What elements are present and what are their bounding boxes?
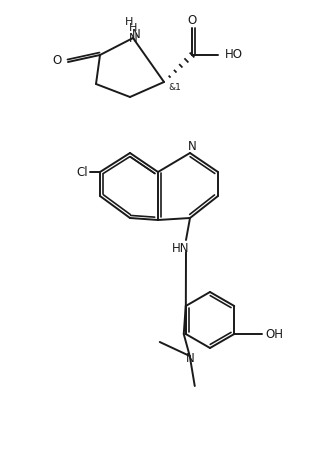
Text: HO: HO — [225, 49, 243, 62]
Text: N: N — [132, 28, 140, 42]
Text: N: N — [185, 352, 194, 365]
Text: Cl: Cl — [76, 165, 88, 178]
Text: HN: HN — [172, 241, 190, 255]
Text: &1: &1 — [168, 83, 181, 92]
Text: OH: OH — [265, 327, 283, 340]
Text: O: O — [52, 54, 61, 66]
Text: H: H — [129, 23, 137, 33]
Text: H: H — [125, 17, 133, 27]
Text: N: N — [188, 140, 197, 153]
Text: N: N — [129, 31, 138, 44]
Text: O: O — [187, 14, 197, 27]
